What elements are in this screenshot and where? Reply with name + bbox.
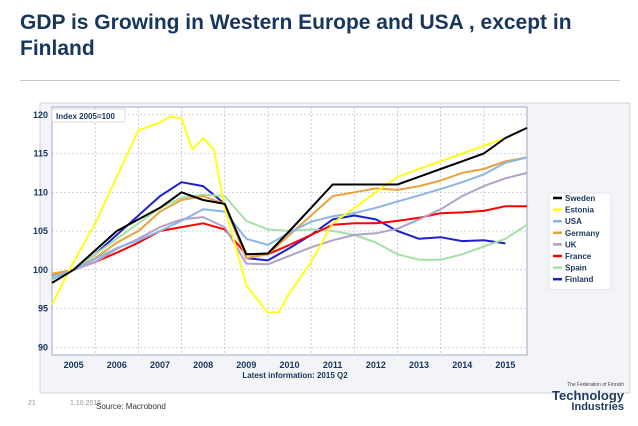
x-tick-label: 2008: [193, 360, 213, 370]
logo-small-text: The Federation of Finnish: [567, 382, 624, 388]
x-tick-label: 2012: [366, 360, 386, 370]
y-tick-label: 100: [33, 265, 48, 275]
x-tick-label: 2013: [409, 360, 429, 370]
legend-label-usa: USA: [565, 217, 582, 226]
legend-label-uk: UK: [565, 240, 577, 249]
series-line-germany: [51, 156, 528, 275]
page-number: 21: [28, 400, 36, 407]
series-line-usa: [51, 156, 528, 281]
legend-label-sweden: Sweden: [565, 194, 595, 203]
y-tick-label: 115: [33, 149, 48, 159]
x-tick-label: 2010: [279, 360, 299, 370]
series-line-france: [51, 205, 527, 277]
legend-label-finland: Finland: [565, 275, 594, 284]
slide-title: GDP is Growing in Western Europe and USA…: [20, 11, 572, 60]
series-layer: [51, 115, 528, 314]
series-line-estonia: [51, 115, 506, 314]
x-tick-label: 2014: [452, 360, 472, 370]
legend-label-spain: Spain: [565, 264, 587, 273]
logo-line1: Technology: [552, 388, 624, 403]
title-divider: [20, 80, 620, 81]
x-tick-label: 2007: [150, 360, 170, 370]
index-annotation: Index 2005=100: [56, 112, 115, 121]
logo-line2: Industries: [571, 401, 624, 413]
series-line-sweden: [51, 126, 528, 284]
technology-industries-logo: The Federation of Finnish Technology Ind…: [506, 382, 624, 416]
legend-label-germany: Germany: [565, 229, 600, 238]
x-tick-label: 2011: [323, 360, 343, 370]
y-tick-label: 90: [38, 342, 48, 352]
y-tick-label: 120: [33, 110, 48, 120]
annotation-box: [51, 108, 126, 123]
y-tick-label: 105: [33, 226, 48, 236]
legend-label-estonia: Estonia: [565, 206, 594, 215]
plot-border: [51, 106, 528, 356]
x-tick-label: 2005: [64, 360, 84, 370]
source-label: Source: Macrobond: [96, 402, 166, 411]
y-tick-label: 110: [33, 187, 48, 197]
axis-layer: 90 95 100 105 110 115 120 2005 2006 2007 2008 2009 2…: [33, 106, 528, 370]
slide-date: 1.10.2015: [70, 400, 102, 407]
x-tick-label: 2015: [495, 360, 515, 370]
legend-layer: Sweden Estonia USA Germany UK France Spain Finl…: [548, 192, 612, 291]
x-tick-label: 2006: [107, 360, 127, 370]
x-axis-label: Latest information: 2015 Q2: [242, 371, 348, 380]
legend-label-france: France: [565, 252, 592, 261]
y-tick-label: 95: [38, 304, 48, 314]
x-tick-label: 2009: [236, 360, 256, 370]
